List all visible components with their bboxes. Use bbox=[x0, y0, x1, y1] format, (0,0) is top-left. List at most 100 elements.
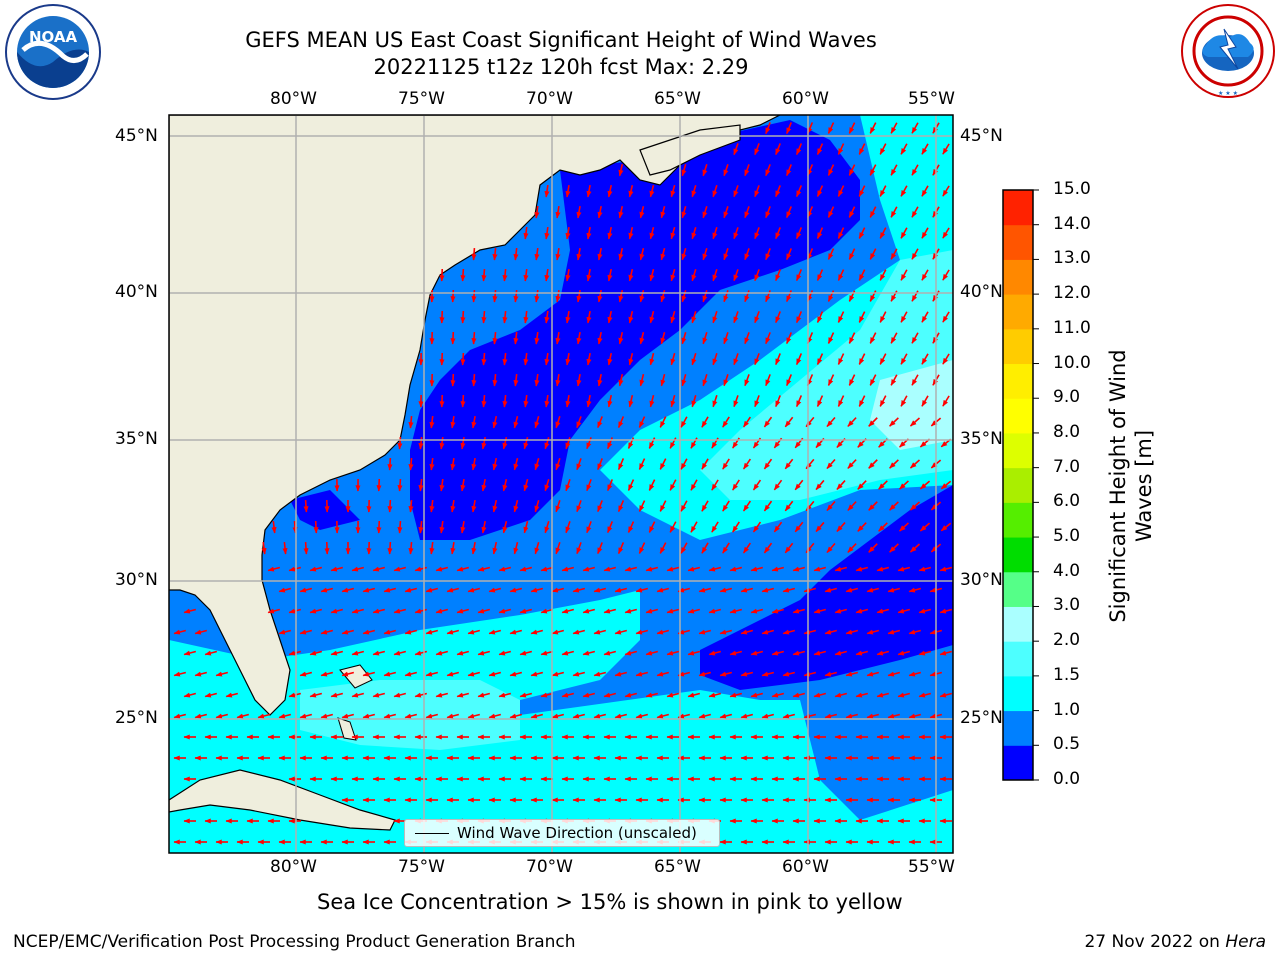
wind-wave-arrow bbox=[544, 437, 550, 450]
wind-wave-arrow bbox=[439, 520, 445, 534]
wind-wave-arrow bbox=[900, 353, 908, 365]
wind-wave-arrow bbox=[775, 227, 781, 240]
wind-wave-arrow bbox=[921, 311, 929, 323]
wind-wave-arrow bbox=[261, 541, 267, 555]
wind-wave-arrow bbox=[752, 521, 762, 533]
noaa-logo: NOAA bbox=[5, 4, 101, 100]
wind-wave-arrow bbox=[869, 332, 877, 344]
wind-wave-arrow bbox=[645, 566, 659, 572]
wind-wave-arrow bbox=[576, 542, 582, 555]
wind-wave-arrow bbox=[530, 671, 544, 677]
sea-ice-note: Sea Ice Concentration > 15% is shown in … bbox=[317, 890, 903, 914]
wind-wave-arrow bbox=[691, 269, 697, 282]
wind-wave-arrow bbox=[722, 542, 730, 554]
wind-wave-arrow bbox=[645, 692, 659, 698]
wind-wave-arrow bbox=[561, 692, 575, 698]
wind-wave-arrow bbox=[477, 692, 491, 698]
wind-wave-arrow bbox=[775, 143, 781, 156]
wind-wave-arrow bbox=[698, 629, 712, 635]
wind-wave-arrow bbox=[362, 671, 376, 677]
wind-wave-arrow bbox=[372, 566, 386, 572]
wind-wave-arrow bbox=[586, 226, 592, 240]
wind-wave-arrow bbox=[450, 373, 456, 387]
wind-wave-arrow bbox=[897, 608, 911, 614]
wind-wave-arrow bbox=[513, 541, 519, 555]
wind-wave-arrow bbox=[544, 521, 550, 534]
wind-wave-arrow bbox=[890, 332, 898, 344]
wind-wave-arrow bbox=[712, 311, 718, 324]
wind-wave-arrow bbox=[393, 692, 407, 698]
wind-wave-arrow bbox=[351, 608, 365, 614]
wind-wave-arrow bbox=[792, 650, 806, 656]
lon-label-top: 55°W bbox=[908, 89, 955, 109]
wind-wave-arrow bbox=[763, 458, 773, 470]
wind-wave-arrow bbox=[763, 416, 773, 428]
wind-wave-arrow bbox=[383, 587, 397, 593]
wind-wave-arrow bbox=[586, 479, 592, 492]
wind-wave-arrow bbox=[393, 566, 407, 572]
wind-wave-arrow bbox=[857, 480, 867, 490]
wind-wave-arrow bbox=[309, 566, 323, 572]
wind-wave-arrow bbox=[836, 522, 846, 532]
colorbar-segment bbox=[1003, 294, 1033, 330]
legend-line-sample bbox=[415, 833, 449, 834]
wind-wave-arrow bbox=[303, 541, 309, 555]
wind-wave-arrow bbox=[492, 415, 498, 429]
wind-wave-arrow bbox=[330, 608, 344, 614]
wind-wave-arrow bbox=[792, 608, 806, 614]
wind-wave-arrow bbox=[628, 268, 634, 282]
wind-wave-arrow bbox=[429, 415, 435, 429]
wind-wave-arrow bbox=[624, 608, 638, 614]
land-cuba bbox=[169, 769, 396, 831]
wind-wave-arrow bbox=[597, 289, 603, 303]
colorbar-segment bbox=[1003, 606, 1033, 642]
wind-wave-arrow bbox=[450, 457, 456, 471]
colorbar-tick-label: 15.0 bbox=[1053, 179, 1091, 199]
wind-wave-arrow bbox=[572, 629, 586, 635]
wind-wave-arrow bbox=[530, 629, 544, 635]
wind-wave-arrow bbox=[816, 269, 824, 282]
wind-wave-arrow bbox=[740, 587, 754, 593]
wind-wave-arrow bbox=[288, 650, 302, 656]
wind-wave-arrow bbox=[889, 459, 899, 469]
wind-wave-arrow bbox=[414, 566, 428, 572]
wind-wave-arrow bbox=[555, 331, 561, 345]
wind-wave-arrow bbox=[303, 499, 309, 513]
wind-wave-arrow bbox=[502, 394, 508, 408]
wind-wave-arrow bbox=[645, 608, 659, 614]
wind-wave-arrow bbox=[827, 122, 835, 135]
wind-wave-arrow bbox=[763, 500, 773, 512]
wind-wave-arrow bbox=[858, 227, 866, 239]
wind-wave-arrow bbox=[837, 185, 845, 198]
wind-wave-arrow bbox=[659, 458, 667, 470]
wind-wave-arrow bbox=[607, 352, 613, 366]
wind-wave-arrow bbox=[869, 164, 877, 176]
wave-zone-0.0-0.5-north bbox=[410, 120, 860, 540]
wind-wave-arrow bbox=[397, 436, 403, 450]
lat-label-right: 30°N bbox=[960, 570, 1003, 590]
wind-wave-arrow bbox=[628, 226, 634, 240]
wind-wave-arrow bbox=[617, 458, 625, 471]
wind-wave-arrow bbox=[795, 395, 803, 408]
wind-wave-arrow bbox=[572, 713, 586, 719]
wind-wave-arrow bbox=[215, 713, 229, 719]
wind-wave-arrow bbox=[561, 650, 575, 656]
wind-wave-arrow bbox=[429, 541, 435, 555]
wind-wave-arrow bbox=[687, 566, 701, 572]
footer-right: 27 Nov 2022 on Hera bbox=[1084, 932, 1266, 952]
wind-wave-arrow bbox=[627, 521, 635, 534]
wind-wave-arrow bbox=[639, 247, 645, 261]
wind-wave-arrow bbox=[879, 185, 887, 197]
wind-wave-arrow bbox=[576, 416, 582, 429]
wind-wave-arrow bbox=[481, 520, 487, 534]
wind-wave-arrow bbox=[660, 205, 666, 219]
wind-wave-arrow bbox=[680, 542, 688, 554]
colorbar-title-line2: Waves [m] bbox=[1132, 429, 1156, 543]
lat-label-left: 25°N bbox=[115, 708, 158, 728]
wind-wave-arrow bbox=[795, 311, 803, 324]
wind-wave-arrow bbox=[660, 289, 666, 303]
wind-wave-arrow bbox=[467, 671, 481, 677]
wind-wave-arrow bbox=[816, 227, 824, 240]
wind-wave-arrow bbox=[597, 331, 603, 345]
wind-wave-arrow bbox=[887, 713, 901, 719]
